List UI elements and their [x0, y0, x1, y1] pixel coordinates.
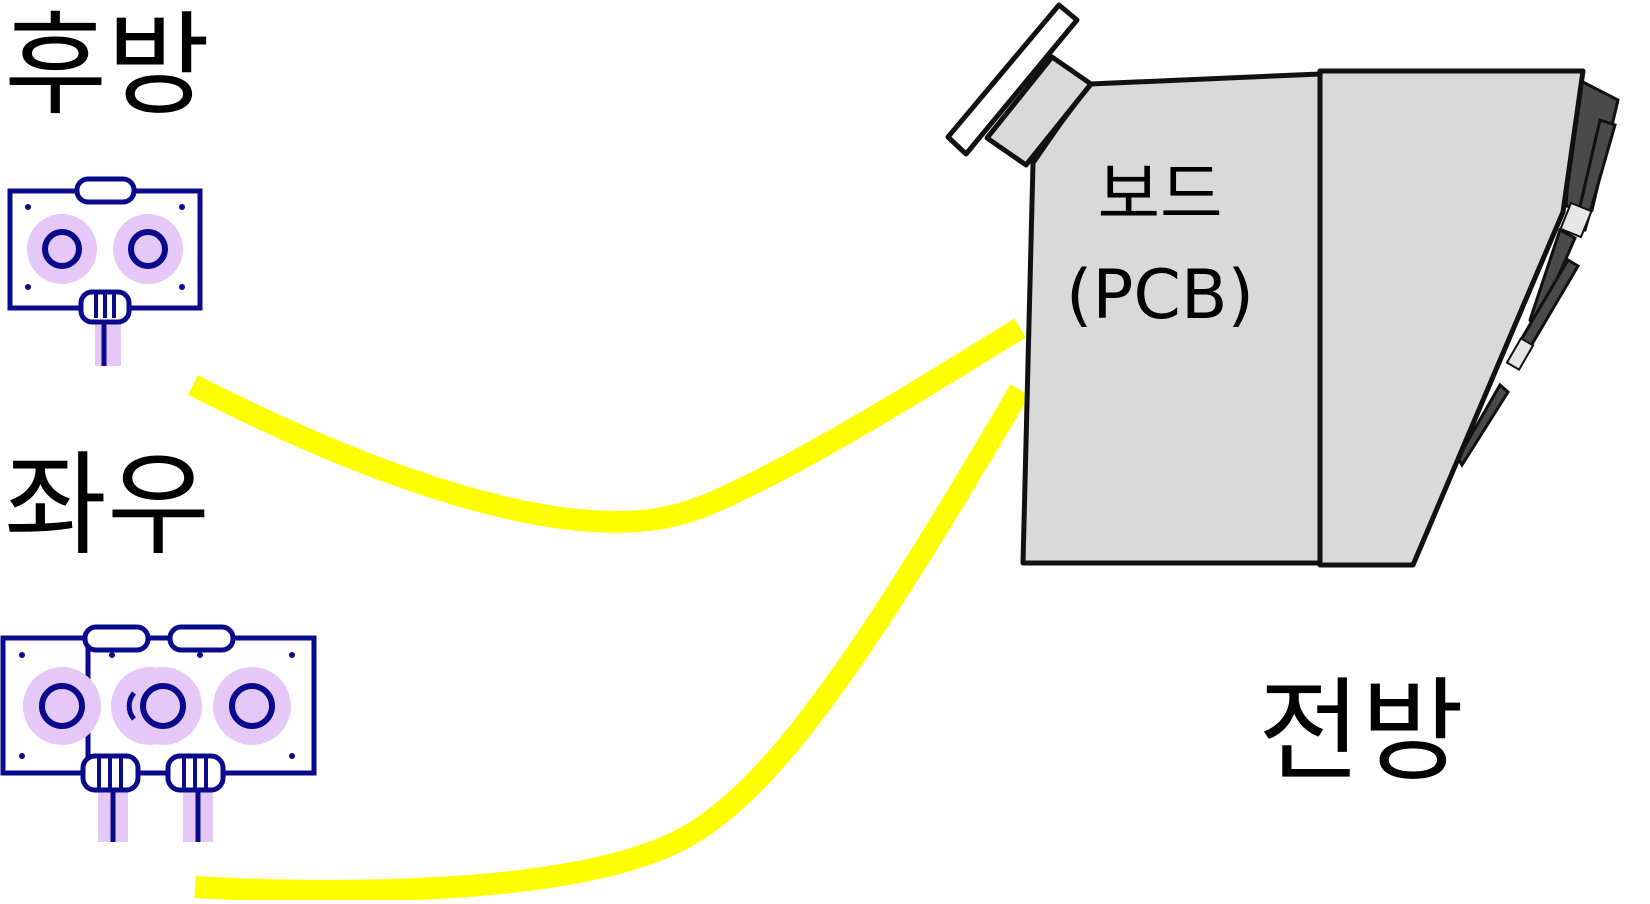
front-label: 전방 — [1258, 667, 1465, 797]
dual-ultrasonic-sensor-icon — [0, 624, 317, 842]
board-side-part — [1456, 382, 1510, 468]
board-name-label: 보드 — [1097, 156, 1223, 235]
board-side-part — [1573, 118, 1617, 232]
pcb-board-icon — [945, 2, 1620, 568]
board-connector — [984, 54, 1094, 168]
board-connector-cap — [945, 2, 1080, 157]
board-subtitle-label: (PCB) — [1065, 256, 1255, 335]
cables — [187, 318, 1030, 902]
board-front-section — [1317, 68, 1586, 568]
left-right-label: 좌우 — [4, 441, 211, 571]
rear-label: 후방 — [4, 1, 211, 131]
rear-sensor-cable — [187, 318, 1026, 533]
ultrasonic-sensor-icon — [7, 176, 203, 366]
left-right-sensor-cable — [194, 384, 1030, 902]
